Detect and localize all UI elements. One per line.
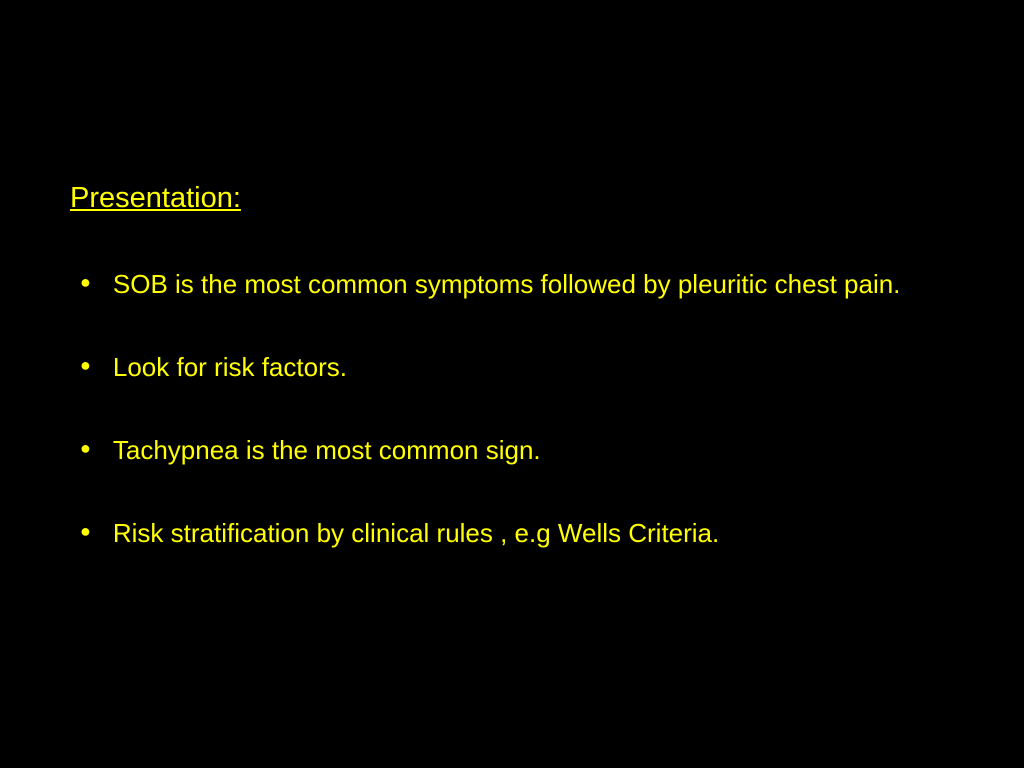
bullet-icon: ● bbox=[80, 273, 91, 291]
list-item: ● Tachypnea is the most common sign. bbox=[80, 433, 954, 468]
list-item: ● SOB is the most common symptoms follow… bbox=[80, 267, 954, 302]
bullet-icon: ● bbox=[80, 439, 91, 457]
bullet-text: Tachypnea is the most common sign. bbox=[113, 433, 541, 468]
list-item: ● Look for risk factors. bbox=[80, 350, 954, 385]
bullet-icon: ● bbox=[80, 522, 91, 540]
slide-container: Presentation: ● SOB is the most common s… bbox=[0, 0, 1024, 768]
slide-heading: Presentation: bbox=[70, 182, 954, 215]
list-item: ● Risk stratification by clinical rules … bbox=[80, 516, 954, 551]
bullet-text: Look for risk factors. bbox=[113, 350, 347, 385]
bullet-text: SOB is the most common symptoms followed… bbox=[113, 267, 901, 302]
bullet-icon: ● bbox=[80, 356, 91, 374]
bullet-text: Risk stratification by clinical rules , … bbox=[113, 516, 719, 551]
bullet-list: ● SOB is the most common symptoms follow… bbox=[70, 267, 954, 551]
